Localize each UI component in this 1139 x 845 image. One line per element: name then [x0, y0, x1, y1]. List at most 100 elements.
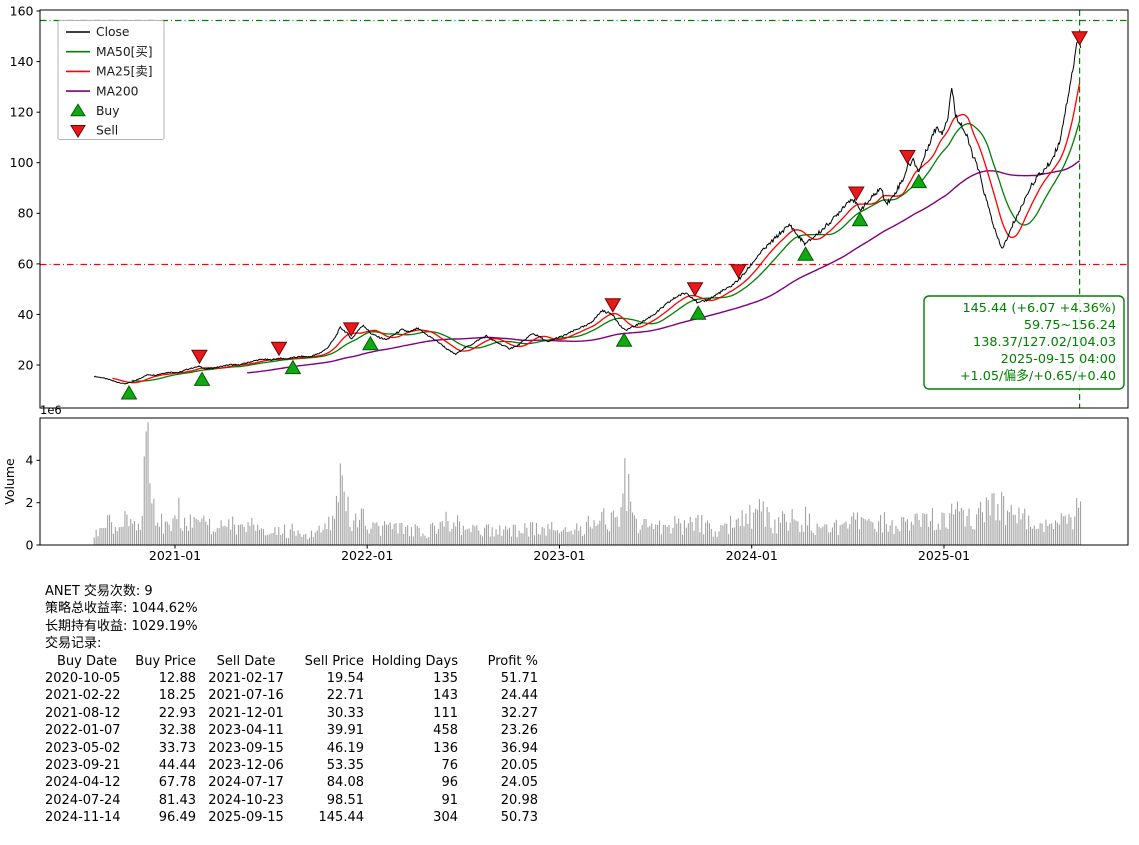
x-tick-label: 2025-01 [918, 548, 970, 563]
trade-sell-date: 2021-12-01 [208, 705, 284, 721]
trade-sell-price: 22.71 [326, 688, 364, 704]
trade-sell-price: 19.54 [326, 670, 364, 686]
trade-sell-price: 53.35 [326, 757, 364, 773]
figure: 20 40 60 80 100 120 140 160 0 2 4 2021-01 2022-01 202… [2, 3, 1129, 825]
trade-sell-date: 2023-09-15 [208, 740, 284, 756]
main-axes-frame [39, 9, 1129, 409]
buy-marker [193, 371, 211, 386]
sell-marker [270, 341, 288, 357]
trade-buy-price: 33.73 [158, 740, 196, 756]
trade-buy-date: 2020-10-05 [45, 670, 121, 686]
volume-y-tick-label: 4 [26, 453, 34, 468]
trade-buy-price: 81.43 [158, 792, 196, 808]
y-tick-label: 160 [10, 3, 34, 18]
trade-sell-date: 2023-04-11 [208, 723, 284, 739]
ma25-line [112, 82, 1081, 384]
table-row: 2021-08-12 22.93 2021-12-01 30.33 111 32.27 [45, 705, 538, 722]
x-tick-label: 2024-01 [726, 548, 778, 563]
stats-block: ANET 交易次数: 9 策略总收益率: 1044.62% 长期持有收益: 10… [45, 583, 538, 826]
trade-sell-price: 30.33 [326, 705, 364, 721]
trade-holding-days: 458 [433, 723, 458, 739]
table-row: 2024-04-12 67.78 2024-07-17 84.08 96 24.05 [45, 774, 538, 791]
trade-holding-days: 76 [441, 757, 458, 773]
stat-trades-title: 交易记录: [45, 636, 102, 652]
trade-buy-date: 2021-02-22 [45, 688, 121, 704]
volume-y-tick-label: 0 [26, 537, 34, 552]
table-header-cell: Buy Date [57, 653, 118, 669]
buy-marker [284, 359, 302, 375]
ma200-line [247, 160, 1081, 374]
trade-holding-days: 136 [433, 740, 458, 756]
trade-sell-date: 2024-07-17 [208, 775, 284, 791]
buy-marker [910, 173, 928, 189]
trade-sell-price: 98.51 [326, 792, 364, 808]
trade-buy-price: 22.93 [158, 705, 196, 721]
y-tick-label: 100 [10, 155, 34, 170]
trade-buy-price: 32.38 [158, 723, 196, 739]
trade-holding-days: 96 [441, 775, 458, 791]
table-header-cell: Sell Date [216, 653, 276, 669]
trade-sell-price: 39.91 [326, 723, 364, 739]
legend-label: Buy [96, 104, 120, 118]
trade-profit-pct: 51.71 [500, 670, 538, 686]
table-header-cell: Sell Price [304, 653, 364, 669]
annotation-frame [923, 295, 1125, 390]
table-row: 2022-01-07 32.38 2023-04-11 39.91 458 23.26 [45, 722, 538, 739]
trade-sell-date: 2024-10-23 [208, 792, 284, 808]
legend-sell-marker-icon [70, 125, 86, 138]
table-row: 2023-09-21 44.44 2023-12-06 53.35 76 20.05 [45, 757, 538, 774]
sell-marker [686, 282, 704, 297]
volume-axes-frame [39, 417, 1129, 546]
trade-holding-days: 143 [433, 688, 458, 704]
trade-buy-price: 18.25 [158, 688, 196, 704]
sell-marker [730, 264, 747, 279]
trade-holding-days: 111 [433, 705, 458, 721]
sell-marker [191, 349, 208, 365]
legend: Close MA50[买] MA25[卖] MA200 Buy Sell [57, 20, 165, 140]
legend-label: Sell [96, 124, 118, 138]
trade-buy-date: 2021-08-12 [45, 705, 121, 721]
table-header-cell: Profit % [487, 653, 538, 669]
table-row: 2021-02-22 18.25 2021-07-16 22.71 143 24.44 [45, 687, 538, 704]
trade-holding-days: 304 [433, 810, 458, 826]
sell-marker [342, 322, 360, 337]
table-header-row: Buy Date Buy Price Sell Date Sell Price Hold… [45, 653, 538, 670]
annotation-line: 59.75~156.24 [1024, 318, 1116, 333]
buy-marker [797, 246, 814, 261]
table-row: 2024-11-14 96.49 2025-09-15 145.44 304 50.73 [45, 809, 538, 826]
annotation-line: 2025-09-15 04:00 [1001, 352, 1116, 367]
volume-axis-multiplier: 1e6 [40, 403, 62, 417]
axis-ticks-and-labels: 20 40 60 80 100 120 140 160 0 2 4 2021-01 2022-01 202… [2, 3, 970, 563]
trade-sell-date: 2023-12-06 [208, 757, 284, 773]
legend-label: MA25[卖] [96, 65, 153, 79]
price-volume-chart: 20 40 60 80 100 120 140 160 0 2 4 2021-01 2022-01 202… [2, 3, 1129, 563]
trade-profit-pct: 20.05 [500, 757, 538, 773]
annotation-box: 145.44 (+6.07 +4.36%) 59.75~156.24 138.37/… [923, 295, 1125, 390]
y-tick-label: 40 [18, 307, 34, 322]
legend-buy-marker-icon [70, 103, 86, 117]
stat-buy-hold-return: 长期持有收益: 1029.19% [45, 618, 198, 634]
table-header-cell: Buy Price [135, 653, 196, 669]
trade-sell-price: 145.44 [318, 810, 365, 826]
trade-profit-pct: 32.27 [500, 705, 538, 721]
buy-marker [120, 384, 138, 400]
trade-buy-date: 2024-11-14 [45, 810, 121, 826]
trade-sell-date: 2021-07-16 [208, 688, 284, 704]
trade-profit-pct: 23.26 [500, 723, 538, 739]
trade-profit-pct: 20.98 [500, 792, 538, 808]
table-row: 2024-07-24 81.43 2024-10-23 98.51 91 20.98 [45, 792, 538, 809]
x-tick-label: 2023-01 [533, 548, 585, 563]
legend-label: MA200 [96, 84, 139, 98]
buy-markers [120, 173, 928, 400]
trade-buy-date: 2023-05-02 [45, 740, 121, 756]
trade-sell-date: 2021-02-17 [208, 670, 284, 686]
x-tick-label: 2021-01 [149, 548, 201, 563]
x-tick-label: 2022-01 [341, 548, 393, 563]
trade-buy-date: 2022-01-07 [45, 723, 121, 739]
sell-markers [191, 31, 1088, 365]
trade-holding-days: 91 [441, 792, 458, 808]
trade-holding-days: 135 [433, 670, 458, 686]
close-line [93, 33, 1081, 385]
legend-label: MA50[买] [96, 45, 153, 59]
y-tick-label: 80 [18, 206, 34, 221]
